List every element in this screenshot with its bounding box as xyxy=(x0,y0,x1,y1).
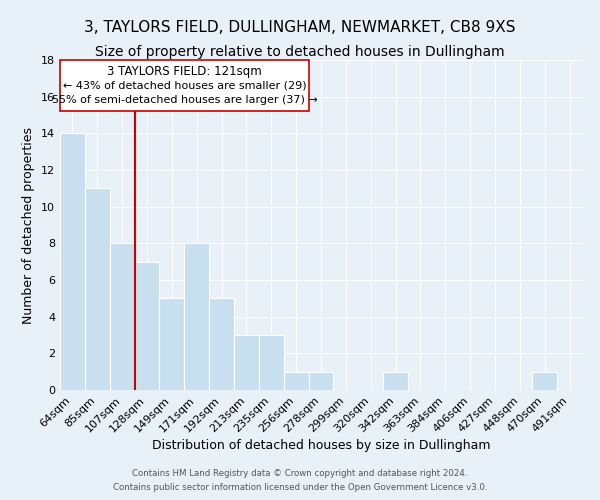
Text: 3 TAYLORS FIELD: 121sqm: 3 TAYLORS FIELD: 121sqm xyxy=(107,66,262,78)
X-axis label: Distribution of detached houses by size in Dullingham: Distribution of detached houses by size … xyxy=(152,440,490,452)
Bar xyxy=(532,372,557,390)
Bar xyxy=(234,335,259,390)
Y-axis label: Number of detached properties: Number of detached properties xyxy=(22,126,35,324)
Bar xyxy=(160,298,184,390)
Bar xyxy=(259,335,284,390)
Text: Size of property relative to detached houses in Dullingham: Size of property relative to detached ho… xyxy=(95,45,505,59)
Text: Contains public sector information licensed under the Open Government Licence v3: Contains public sector information licen… xyxy=(113,484,487,492)
Bar xyxy=(134,262,160,390)
Bar xyxy=(209,298,234,390)
Bar xyxy=(308,372,334,390)
Bar xyxy=(85,188,110,390)
Text: 3, TAYLORS FIELD, DULLINGHAM, NEWMARKET, CB8 9XS: 3, TAYLORS FIELD, DULLINGHAM, NEWMARKET,… xyxy=(84,20,516,35)
Text: 55% of semi-detached houses are larger (37) →: 55% of semi-detached houses are larger (… xyxy=(52,96,317,106)
Text: ← 43% of detached houses are smaller (29): ← 43% of detached houses are smaller (29… xyxy=(63,80,307,90)
Bar xyxy=(184,244,209,390)
Text: Contains HM Land Registry data © Crown copyright and database right 2024.: Contains HM Land Registry data © Crown c… xyxy=(132,468,468,477)
Bar xyxy=(284,372,308,390)
Bar xyxy=(60,134,85,390)
Bar xyxy=(110,244,134,390)
FancyBboxPatch shape xyxy=(61,60,308,112)
Bar xyxy=(383,372,408,390)
